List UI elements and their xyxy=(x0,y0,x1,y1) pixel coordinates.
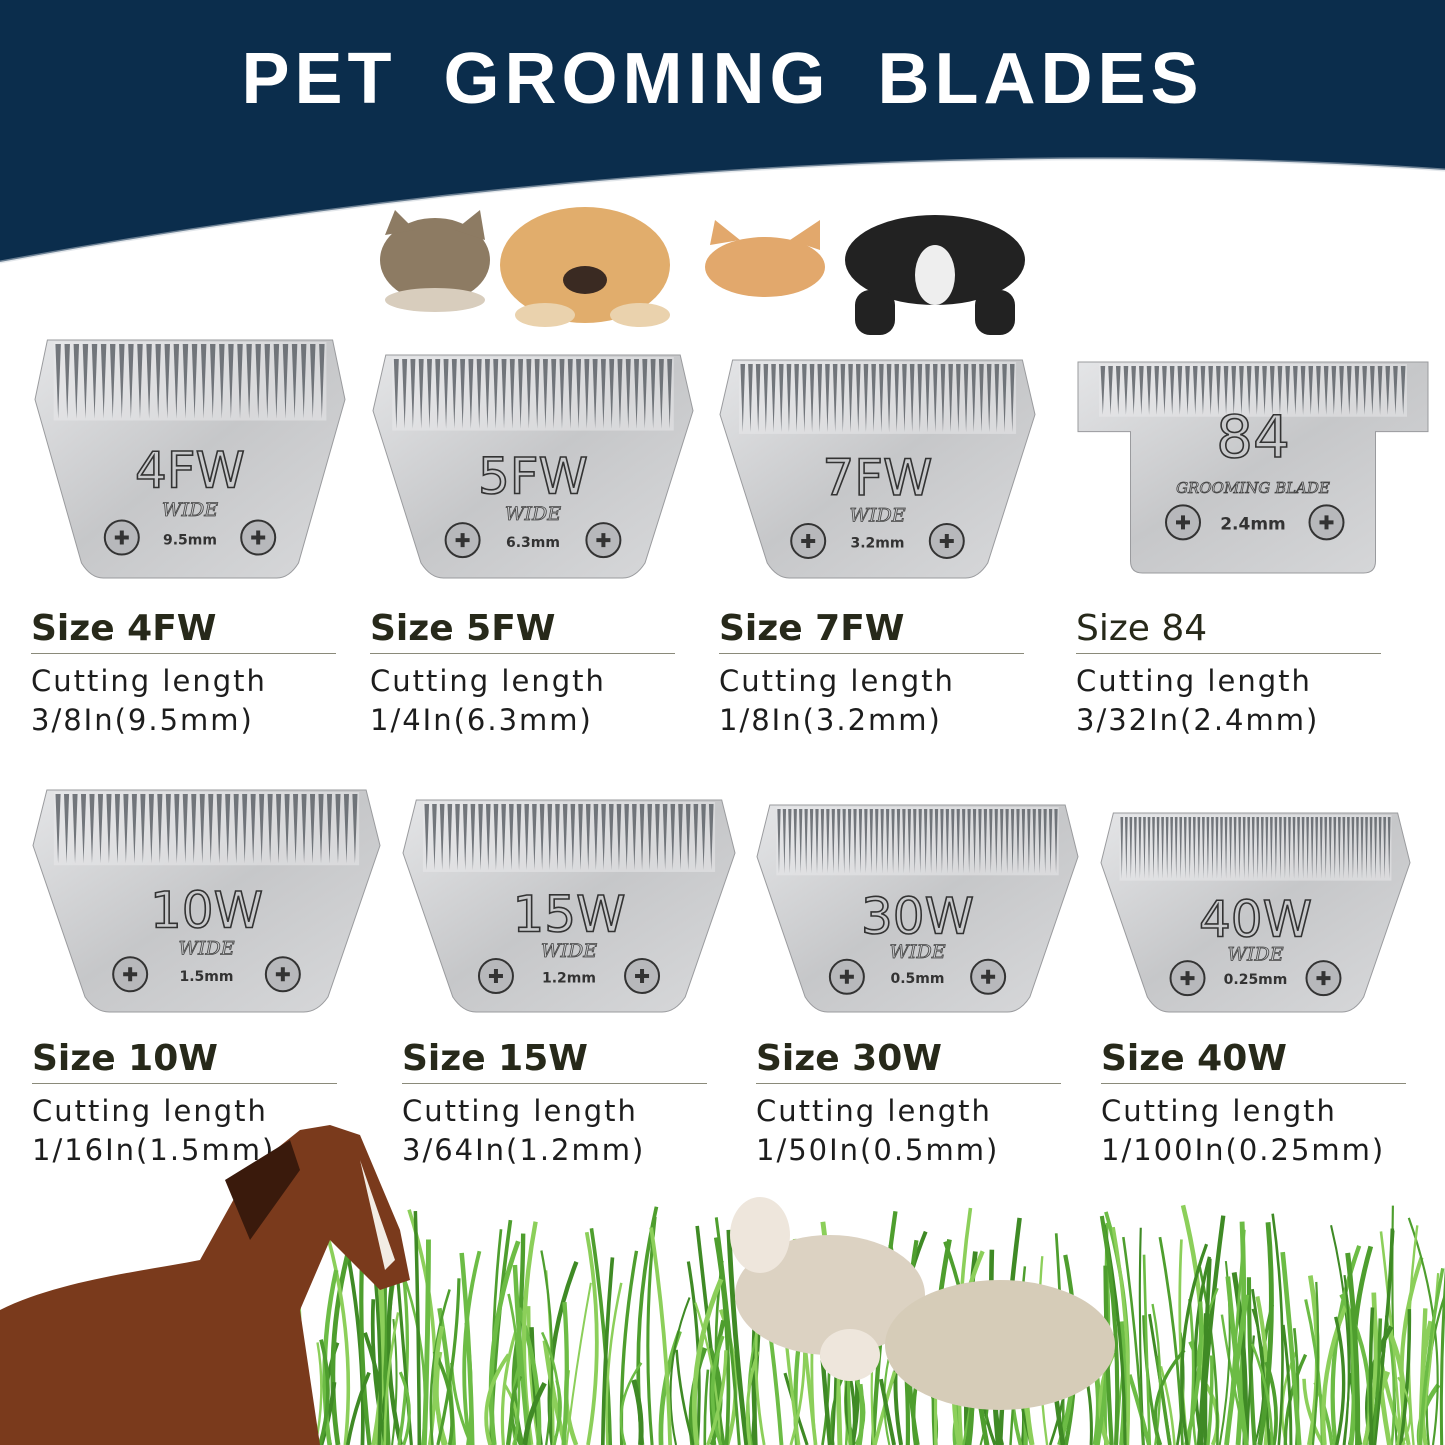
screw-icon xyxy=(113,957,147,991)
blade-subtext: WIDE xyxy=(1227,943,1283,965)
blade-image-84: 84 GROOMING BLADE 2.4mm xyxy=(1078,362,1428,573)
black-white-dog-image xyxy=(845,215,1025,335)
blade-subtext: WIDE xyxy=(162,499,218,521)
size-label: Size 84 xyxy=(1076,608,1381,654)
blade-engraving: 30W xyxy=(861,887,974,945)
blade-subtext: GROOMING BLADE xyxy=(1176,479,1330,497)
size-label: Size 10W xyxy=(32,1038,337,1084)
blade-subtext: WIDE xyxy=(541,940,597,962)
blade-image-40w: 40W WIDE 0.25mm xyxy=(1101,813,1410,1012)
screw-icon xyxy=(791,524,825,558)
size-label: Size 40W xyxy=(1101,1038,1406,1084)
blade-subtext: WIDE xyxy=(849,504,905,526)
blade-mm: 1.2mm xyxy=(542,970,596,986)
screw-icon xyxy=(266,957,300,991)
cutting-length-label: Cutting length xyxy=(719,662,1024,701)
blade-image-15w: 15W WIDE 1.2mm xyxy=(403,800,735,1012)
blade-image-4fw: 4FW WIDE 9.5mm xyxy=(35,340,345,578)
cutting-length: Cutting length 3/8In(9.5mm) xyxy=(31,662,336,740)
screw-icon xyxy=(105,521,139,555)
size-label: Size 5FW xyxy=(370,608,675,654)
blade-label: Size 7FW Cutting length 1/8In(3.2mm) xyxy=(719,608,1024,740)
blade-engraving: 15W xyxy=(512,885,625,943)
blade-image-7fw: 7FW WIDE 3.2mm xyxy=(720,360,1035,578)
blade-subtext: WIDE xyxy=(889,941,945,963)
cutting-length-value: 3/32In(2.4mm) xyxy=(1076,701,1381,740)
blade-image-5fw: 5FW WIDE 6.3mm xyxy=(373,355,693,578)
screw-icon xyxy=(971,960,1005,994)
screw-icon xyxy=(1310,505,1344,539)
cutting-length-label: Cutting length xyxy=(1076,662,1381,701)
blade-subtext: WIDE xyxy=(178,937,234,959)
blade-subtext: WIDE xyxy=(505,503,561,525)
blade-label: Size 4FW Cutting length 3/8In(9.5mm) xyxy=(31,608,336,740)
blade-mm: 1.5mm xyxy=(180,969,234,985)
screw-icon xyxy=(1306,961,1340,995)
blade-engraving: 84 xyxy=(1216,403,1290,471)
screw-icon xyxy=(446,523,480,557)
screw-icon xyxy=(930,524,964,558)
farm-animals-grass-image xyxy=(0,1110,1445,1445)
screw-icon xyxy=(241,521,275,555)
orange-cat-image xyxy=(705,220,825,297)
blade-mm: 0.25mm xyxy=(1224,972,1288,988)
blade-image-10w: 10W WIDE 1.5mm xyxy=(33,790,380,1012)
screw-icon xyxy=(586,523,620,557)
screw-icon xyxy=(1166,505,1200,539)
page-title: PET GROMING BLADES xyxy=(0,38,1445,120)
cutting-length: Cutting length 1/8In(3.2mm) xyxy=(719,662,1024,740)
blade-mm: 9.5mm xyxy=(163,533,217,549)
screw-icon xyxy=(1171,961,1205,995)
blade-engraving: 5FW xyxy=(478,447,588,505)
blade-image-30w: 30W WIDE 0.5mm xyxy=(757,805,1078,1012)
cutting-length: Cutting length 3/32In(2.4mm) xyxy=(1076,662,1381,740)
blade-label: Size 84 Cutting length 3/32In(2.4mm) xyxy=(1076,608,1381,740)
cutting-length-value: 1/8In(3.2mm) xyxy=(719,701,1024,740)
blade-engraving: 4FW xyxy=(135,442,245,500)
cutting-length-value: 1/4In(6.3mm) xyxy=(370,701,675,740)
blade-engraving: 40W xyxy=(1199,890,1312,948)
screw-icon xyxy=(479,959,513,993)
cutting-length-label: Cutting length xyxy=(370,662,675,701)
blade-engraving: 10W xyxy=(150,882,263,940)
screw-icon xyxy=(830,960,864,994)
size-label: Size 7FW xyxy=(719,608,1024,654)
blade-label: Size 5FW Cutting length 1/4In(6.3mm) xyxy=(370,608,675,740)
blade-mm: 0.5mm xyxy=(891,971,945,987)
golden-retriever-image xyxy=(500,207,670,327)
pets-image xyxy=(370,205,1050,345)
cutting-length: Cutting length 1/4In(6.3mm) xyxy=(370,662,675,740)
cutting-length-label: Cutting length xyxy=(31,662,336,701)
blade-engraving: 7FW xyxy=(822,449,932,507)
tabby-cat-image xyxy=(380,210,490,312)
size-label: Size 15W xyxy=(402,1038,707,1084)
size-label: Size 30W xyxy=(756,1038,1061,1084)
size-label: Size 4FW xyxy=(31,608,336,654)
blade-mm: 3.2mm xyxy=(851,535,905,551)
cutting-length-value: 3/8In(9.5mm) xyxy=(31,701,336,740)
screw-icon xyxy=(625,959,659,993)
blade-mm: 6.3mm xyxy=(506,535,560,551)
blade-mm: 2.4mm xyxy=(1220,514,1286,534)
